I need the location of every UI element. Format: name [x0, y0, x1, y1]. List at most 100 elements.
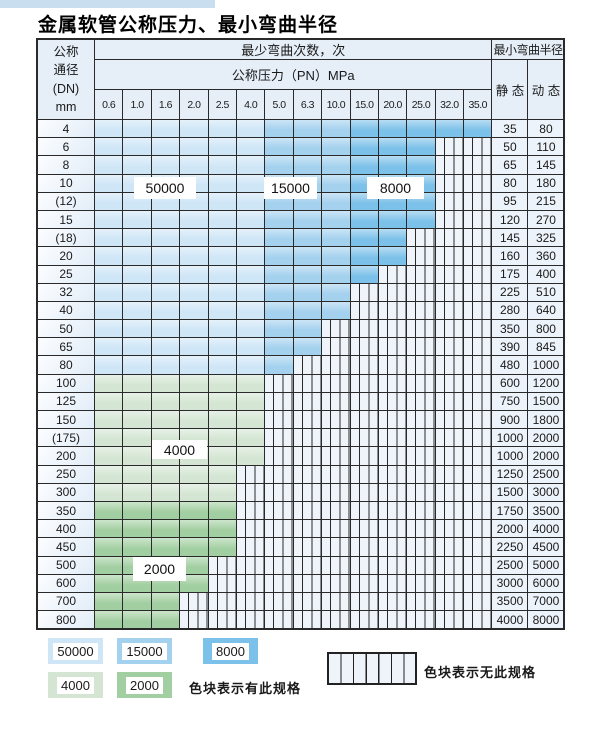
spec-cell	[378, 538, 407, 556]
spec-cell	[435, 483, 464, 501]
spec-cell	[378, 411, 407, 429]
spec-cell	[123, 592, 151, 611]
legend-swatch-2000: 2000	[117, 672, 172, 698]
spec-cell	[464, 429, 492, 447]
pressure-tick: 1.0	[123, 90, 151, 119]
spec-cell	[322, 574, 350, 592]
decorative-top-strip	[0, 0, 215, 8]
spec-cell	[180, 247, 208, 265]
spec-cell	[151, 356, 180, 374]
spec-cell	[236, 374, 265, 392]
spec-cell	[435, 356, 464, 374]
dynamic-radius-cell: 145	[528, 156, 564, 174]
spec-cell	[293, 320, 322, 338]
spec-cell	[435, 283, 464, 301]
spec-cell	[236, 192, 265, 210]
spec-cell	[322, 411, 350, 429]
static-radius-cell: 225	[492, 283, 528, 301]
spec-cell	[293, 338, 322, 356]
spec-cell	[208, 556, 236, 574]
spec-cell	[151, 247, 180, 265]
spec-cell	[407, 138, 435, 156]
spec-cell	[350, 520, 378, 538]
spec-cell	[435, 574, 464, 592]
spec-cell	[208, 265, 236, 283]
spec-cell	[151, 338, 180, 356]
spec-cell	[208, 229, 236, 247]
pressure-tick: 10.0	[322, 90, 350, 119]
legend-swatch-8000: 8000	[203, 638, 258, 664]
spec-cell	[265, 447, 293, 465]
legend-swatch-label: 15000	[122, 642, 167, 660]
spec-cell	[95, 210, 123, 229]
spec-cell	[95, 411, 123, 429]
static-radius-cell: 175	[492, 265, 528, 283]
spec-cell	[151, 611, 180, 629]
spec-cell	[322, 156, 350, 174]
spec-cell	[378, 120, 407, 138]
spec-cell	[95, 265, 123, 283]
spec-cell	[464, 392, 492, 410]
spec-cell	[236, 520, 265, 538]
spec-cell	[95, 356, 123, 374]
spec-cell	[208, 210, 236, 229]
spec-cell	[435, 520, 464, 538]
spec-cell	[435, 392, 464, 410]
spec-cell	[378, 301, 407, 320]
legend-swatch-label: 2000	[126, 676, 163, 694]
spec-cell	[151, 465, 180, 483]
spec-cell	[322, 520, 350, 538]
region-label-15000: 15000	[264, 177, 317, 199]
spec-cell	[378, 465, 407, 483]
pressure-tick: 15.0	[350, 90, 378, 119]
spec-cell	[95, 465, 123, 483]
spec-cell	[435, 174, 464, 192]
spec-cell	[322, 556, 350, 574]
spec-cell	[236, 447, 265, 465]
dynamic-radius-cell: 510	[528, 283, 564, 301]
static-radius-cell: 350	[492, 320, 528, 338]
page-title: 金属软管公称压力、最小弯曲半径	[38, 15, 339, 36]
spec-cell	[435, 447, 464, 465]
spec-cell	[208, 483, 236, 501]
dynamic-radius-cell: 4000	[528, 520, 564, 538]
spec-cell	[407, 356, 435, 374]
spec-cell	[123, 138, 151, 156]
spec-cell	[123, 120, 151, 138]
spec-cell	[151, 483, 180, 501]
pressure-tick: 20.0	[378, 90, 407, 119]
dn-cell: 125	[38, 392, 94, 410]
spec-cell	[265, 229, 293, 247]
spec-cell	[265, 411, 293, 429]
spec-cell	[350, 320, 378, 338]
spec-cell	[464, 556, 492, 574]
dynamic-radius-cell: 360	[528, 247, 564, 265]
dynamic-radius-cell: 2000	[528, 429, 564, 447]
spec-cell	[293, 483, 322, 501]
spec-cell	[407, 611, 435, 629]
spec-cell	[435, 611, 464, 629]
spec-cell	[350, 465, 378, 483]
spec-cell	[95, 283, 123, 301]
spec-cell	[95, 611, 123, 629]
spec-cell	[180, 392, 208, 410]
spec-cell	[265, 574, 293, 592]
dynamic-radius-cell: 800	[528, 320, 564, 338]
static-radius-cell: 1250	[492, 465, 528, 483]
dn-cell: 350	[38, 501, 94, 520]
spec-cell	[180, 574, 208, 592]
spec-cell	[350, 210, 378, 229]
spec-cell	[464, 156, 492, 174]
spec-cell	[265, 429, 293, 447]
spec-cell	[123, 520, 151, 538]
spec-cell	[151, 138, 180, 156]
dn-cell: 300	[38, 483, 94, 501]
static-radius-cell: 35	[492, 120, 528, 138]
spec-cell	[265, 301, 293, 320]
spec-cell	[464, 301, 492, 320]
spec-cell	[265, 538, 293, 556]
dn-cell: 40	[38, 301, 94, 320]
spec-cell	[435, 320, 464, 338]
spec-cell	[293, 465, 322, 483]
spec-cell	[95, 229, 123, 247]
